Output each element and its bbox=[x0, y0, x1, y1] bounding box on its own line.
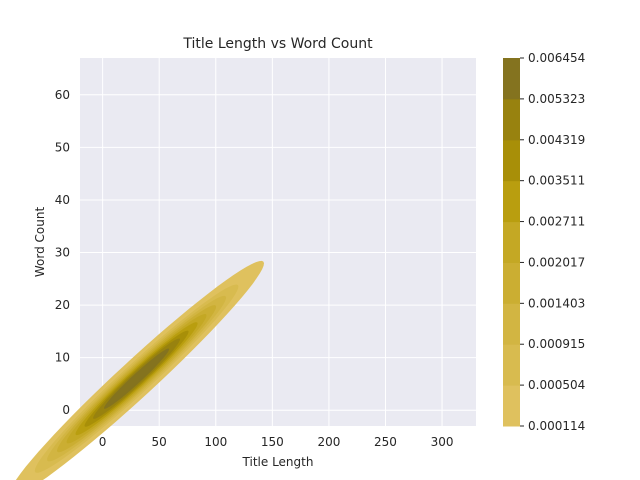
colorbar-segment bbox=[503, 58, 520, 100]
x-tick-label: 100 bbox=[204, 435, 227, 449]
colorbar-tick-label: 0.000915 bbox=[528, 337, 585, 351]
colorbar-tick-label: 0.003511 bbox=[528, 174, 585, 188]
x-tick-label: 200 bbox=[317, 435, 340, 449]
colorbar-tick-label: 0.001403 bbox=[528, 296, 585, 310]
chart-title: Title Length vs Word Count bbox=[182, 36, 373, 52]
colorbar-segment bbox=[503, 385, 520, 427]
colorbar-tick-label: 0.000504 bbox=[528, 378, 585, 392]
colorbar-tick-label: 0.005323 bbox=[528, 92, 585, 106]
density-contours bbox=[15, 260, 264, 480]
colorbar-tick-label: 0.004319 bbox=[528, 133, 585, 147]
y-tick-label: 10 bbox=[55, 351, 70, 365]
x-axis-title: Title Length bbox=[242, 455, 314, 469]
colorbar-segment bbox=[503, 303, 520, 345]
y-tick-label: 50 bbox=[55, 140, 70, 154]
colorbar-segment bbox=[503, 139, 520, 182]
colorbar-tick-label: 0.000114 bbox=[528, 419, 585, 433]
colorbar-tick-label: 0.006454 bbox=[528, 51, 585, 65]
colorbar-segment bbox=[503, 344, 520, 386]
x-tick-labels: 0 50 100 150 200 250 300 bbox=[99, 435, 454, 449]
density-band bbox=[104, 348, 170, 409]
y-tick-label: 0 bbox=[62, 403, 70, 417]
colorbar-segment bbox=[503, 262, 520, 304]
y-tick-label: 60 bbox=[55, 88, 70, 102]
colorbar: 0.000114 0.000504 0.000915 0.001403 0.002017… bbox=[503, 51, 585, 433]
x-tick-label: 250 bbox=[374, 435, 397, 449]
colorbar-tick-label: 0.002017 bbox=[528, 255, 585, 269]
y-tick-label: 40 bbox=[55, 193, 70, 207]
x-tick-label: 50 bbox=[152, 435, 167, 449]
y-axis-title: Word Count bbox=[33, 207, 47, 278]
x-tick-label: 150 bbox=[261, 435, 284, 449]
colorbar-tick-label: 0.002711 bbox=[528, 215, 585, 229]
colorbar-segment bbox=[503, 221, 520, 263]
y-tick-label: 20 bbox=[55, 298, 70, 312]
y-tick-labels: 0 10 20 30 40 50 60 bbox=[55, 88, 70, 417]
colorbar-segment bbox=[503, 98, 520, 141]
x-tick-label: 0 bbox=[99, 435, 107, 449]
colorbar-segment bbox=[503, 180, 520, 223]
x-tick-label: 300 bbox=[431, 435, 454, 449]
y-tick-label: 30 bbox=[55, 246, 70, 260]
